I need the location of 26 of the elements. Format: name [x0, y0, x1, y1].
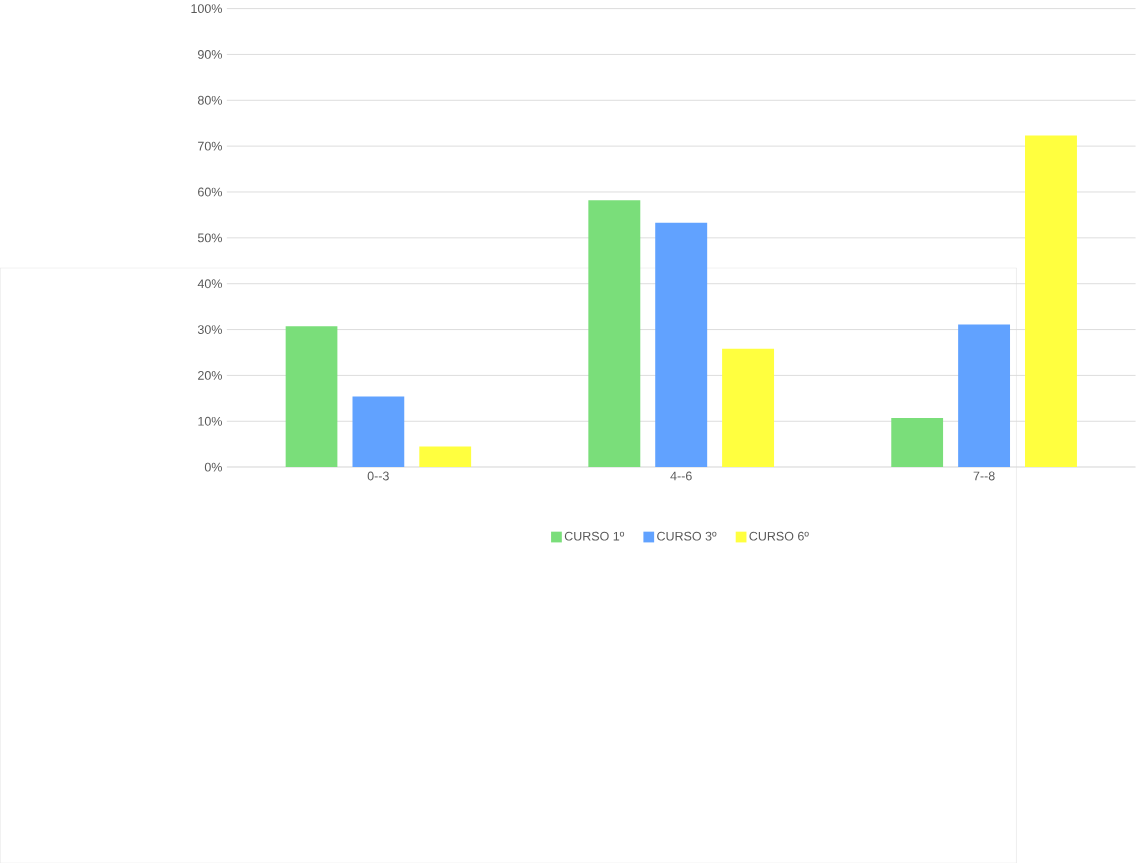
- y-tick-label: 50%: [197, 233, 222, 243]
- y-tick-label: 30%: [197, 324, 222, 334]
- bar: [352, 396, 405, 467]
- bar: [588, 200, 641, 467]
- bar: [958, 324, 1011, 467]
- bar: [891, 417, 944, 467]
- y-tick-label: 10%: [198, 416, 222, 426]
- x-tick-label: 0--3: [367, 471, 389, 481]
- y-tick-label: 40%: [197, 279, 222, 288]
- y-tick-label: 80%: [197, 95, 222, 105]
- x-tick-label: 4--6: [670, 471, 692, 481]
- y-tick-label: 0%: [204, 462, 222, 472]
- legend-label: CURSO 6º: [749, 531, 809, 541]
- legend-label: CURSO 3º: [657, 531, 717, 541]
- bar: [722, 348, 775, 467]
- bar: [655, 222, 708, 467]
- y-tick-label: 90%: [198, 49, 222, 59]
- bar: [419, 446, 472, 467]
- y-tick-label: 70%: [198, 141, 222, 151]
- y-tick-label: 20%: [198, 370, 222, 380]
- y-tick-label: 100%: [191, 3, 222, 13]
- bar: [285, 326, 338, 467]
- legend-label: CURSO 1º: [564, 531, 625, 541]
- y-tick-label: 60%: [198, 187, 222, 197]
- bar: [1025, 135, 1077, 467]
- x-tick-label: 7--8: [973, 471, 995, 481]
